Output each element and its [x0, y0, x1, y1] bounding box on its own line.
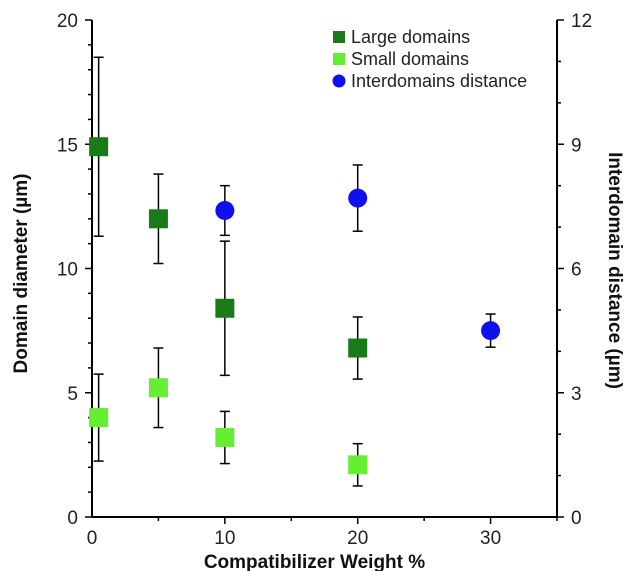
y-left-tick-label: 10	[57, 260, 78, 281]
x-tick-label: 30	[480, 528, 501, 549]
data-point-inter	[215, 201, 235, 221]
data-point-inter	[348, 188, 368, 208]
y-right-tick-label: 9	[571, 135, 582, 156]
data-point-large	[89, 137, 109, 157]
data-point-small	[89, 408, 109, 428]
x-tick-label: 0	[87, 528, 98, 549]
data-marks	[89, 56, 501, 487]
legend-marker-inter	[332, 74, 346, 88]
y-right-tick-label: 6	[571, 260, 582, 281]
data-point-large	[215, 298, 235, 318]
legend-label: Small domains	[351, 49, 469, 69]
x-tick-label: 20	[347, 528, 368, 549]
legend-label: Large domains	[351, 27, 470, 47]
data-point-small	[148, 378, 168, 398]
y-right-tick-label: 12	[571, 11, 592, 32]
y-left-tick-label: 5	[67, 384, 78, 405]
legend-label: Interdomains distance	[351, 71, 527, 91]
y-right-axis-title: Interdomain distance (µm)	[604, 152, 625, 389]
y-left-tick-label: 0	[67, 508, 78, 529]
data-point-large	[148, 209, 168, 229]
data-point-small	[348, 455, 368, 475]
data-point-large	[348, 338, 368, 358]
legend-marker-large	[333, 31, 345, 43]
data-point-small	[215, 427, 235, 447]
legend-marker-small	[333, 53, 345, 65]
axes: 0 5 10 15 20 0 3 6 9 12 0 10 20 30	[57, 11, 592, 549]
y-left-tick-label: 15	[57, 135, 78, 156]
data-point-inter	[481, 321, 501, 341]
y-right-tick-label: 3	[571, 384, 582, 405]
x-tick-label: 10	[214, 528, 235, 549]
axis-titles: Compatibilizer Weight % Domain diameter …	[11, 152, 625, 571]
y-left-axis-title: Domain diameter (µm)	[11, 174, 32, 374]
y-right-tick-label: 0	[571, 508, 582, 529]
y-left-tick-label: 20	[57, 11, 78, 32]
x-axis-title: Compatibilizer Weight %	[204, 552, 425, 571]
